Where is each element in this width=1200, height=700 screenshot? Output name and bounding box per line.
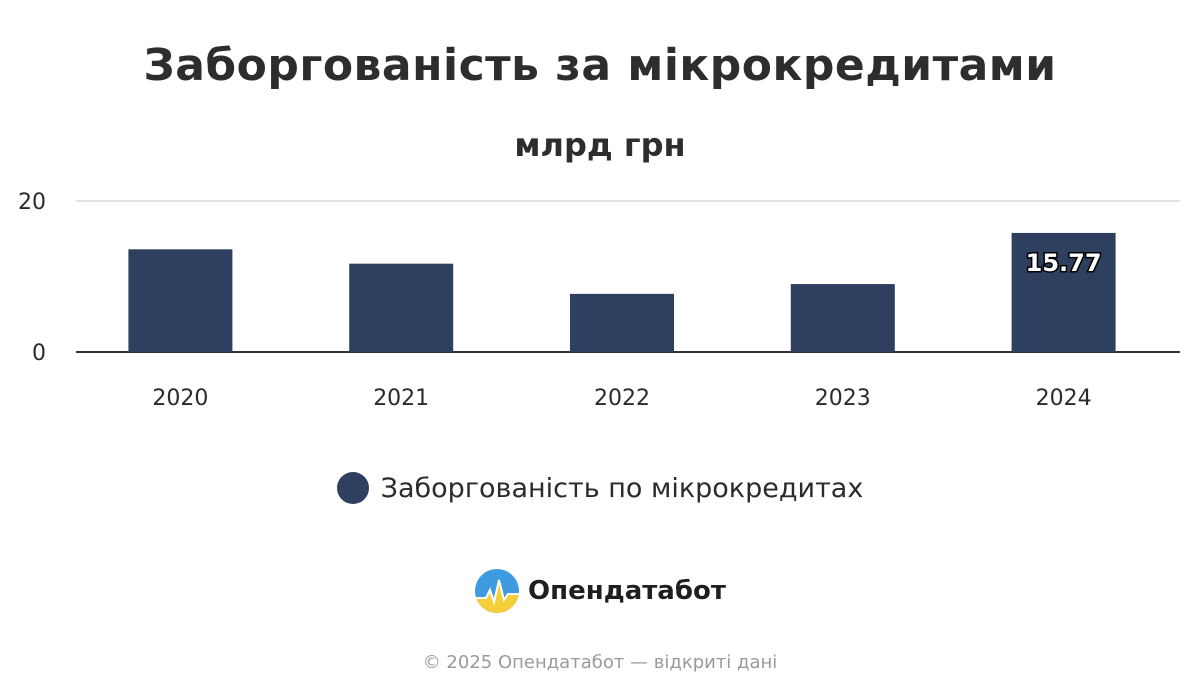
x-tick-label: 2021	[373, 386, 429, 411]
bar	[128, 249, 233, 352]
legend-label: Заборгованість по мікрокредитах	[380, 472, 864, 504]
brand-name: Опендатабот	[528, 576, 726, 606]
chart-subtitle: млрд грн	[514, 126, 686, 164]
x-tick-label: 2023	[815, 386, 871, 411]
bar	[1011, 232, 1116, 352]
x-tick-label: 2024	[1036, 386, 1092, 411]
bar	[790, 284, 895, 352]
y-tick-label: 0	[32, 341, 46, 366]
chart-title: Заборгованість за мікрокредитами	[143, 40, 1057, 91]
y-tick-label: 20	[18, 190, 46, 215]
data-label: 15.77	[1026, 249, 1102, 277]
bars-layer	[128, 232, 1116, 352]
opendatabot-logo-icon	[475, 569, 520, 613]
bar	[349, 263, 454, 352]
x-tick-label: 2022	[594, 386, 650, 411]
x-tick-label: 2020	[152, 386, 208, 411]
legend: Заборгованість по мікрокредитах	[0, 472, 1200, 504]
brand: Опендатабот	[0, 568, 1200, 614]
footer-copyright: © 2025 Опендатабот — відкриті дані	[422, 652, 778, 673]
bar	[570, 293, 674, 352]
legend-marker-icon	[336, 472, 369, 504]
